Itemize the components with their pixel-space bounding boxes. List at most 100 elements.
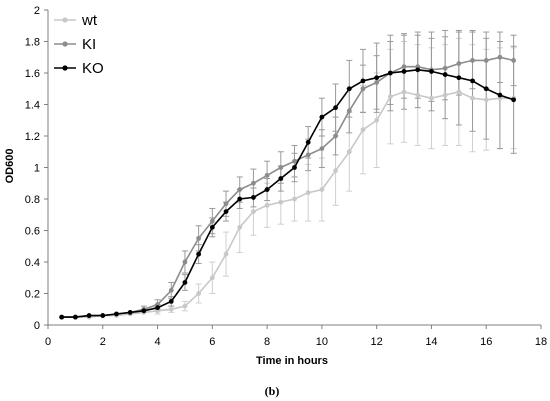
x-tick-label: 8: [264, 336, 270, 348]
series-lines: [59, 54, 517, 320]
data-point-ko: [333, 105, 338, 111]
data-point-wt: [278, 199, 284, 205]
data-point-ko: [264, 187, 270, 192]
data-point-ki: [292, 158, 297, 164]
y-tick-label: 1.4: [25, 100, 40, 112]
data-point-ki: [182, 259, 188, 265]
data-point-wt: [346, 149, 352, 155]
y-tick-label: 2: [34, 5, 40, 17]
data-point-ko: [114, 311, 119, 317]
axes: 0 0.2 0.4 0.6 0.8 1 1.2 1.4 1.6 1.8 2 0 2 4 6 8 10 12 14 16…: [25, 5, 547, 348]
error-bars: [140, 29, 517, 315]
y-tick-label: 0.4: [25, 257, 40, 269]
data-point-wt: [319, 187, 325, 192]
data-point-ko: [182, 280, 188, 285]
data-point-ki: [305, 152, 311, 158]
y-axis-title: OD600: [4, 149, 16, 184]
figure-caption: (b): [265, 384, 280, 398]
data-point-wt: [196, 291, 202, 296]
y-tick-label: 1: [34, 163, 40, 175]
data-point-ki: [497, 54, 503, 60]
data-point-ko: [127, 310, 133, 315]
data-point-ki: [483, 58, 489, 63]
data-point-ki: [442, 65, 448, 71]
x-tick-label: 10: [316, 336, 328, 348]
data-point-wt: [333, 168, 338, 174]
data-point-wt: [182, 303, 188, 309]
x-tick-label: 2: [100, 336, 106, 348]
legend-label-ki: KI: [82, 36, 96, 53]
y-tick-label: 0.2: [25, 289, 40, 301]
data-point-wt: [264, 202, 270, 208]
x-tick-label: 16: [480, 336, 492, 348]
data-point-ko: [86, 313, 92, 318]
data-point-wt: [387, 94, 393, 100]
data-point-ki: [237, 187, 243, 192]
data-point-ki: [209, 218, 215, 224]
data-point-ki: [264, 172, 270, 178]
data-point-ki: [470, 58, 475, 63]
data-point-wt: [251, 209, 256, 215]
data-point-ko: [360, 78, 366, 84]
data-point-wt: [223, 251, 229, 257]
data-point-wt: [415, 92, 421, 98]
legend-marker-wt: [62, 17, 68, 23]
data-point-ki: [360, 86, 366, 92]
data-point-wt: [292, 196, 297, 202]
data-point-wt: [442, 92, 448, 98]
y-tick-label: 0.6: [25, 226, 40, 238]
legend: wt KI KO: [54, 12, 104, 77]
data-point-ko: [497, 92, 503, 98]
y-tick-label: 0: [34, 320, 40, 332]
data-point-ko: [59, 314, 65, 320]
data-point-wt: [209, 275, 215, 281]
data-point-ki: [346, 108, 352, 114]
data-point-ko: [292, 165, 297, 170]
data-point-ki: [278, 165, 284, 170]
data-point-wt: [456, 89, 462, 95]
series-line-ko: [61, 68, 514, 318]
x-axis-title: Time in hours: [256, 355, 328, 367]
data-point-wt: [237, 224, 243, 230]
data-point-ki: [456, 61, 462, 66]
data-point-ko: [223, 209, 229, 215]
data-point-ko: [442, 72, 448, 77]
x-tick-label: 14: [425, 336, 437, 348]
data-point-wt: [374, 117, 380, 123]
data-point-ko: [374, 75, 380, 81]
data-point-ko: [305, 139, 311, 145]
data-point-wt: [305, 190, 311, 196]
data-point-wt: [168, 306, 174, 312]
data-point-ko: [237, 196, 243, 202]
data-point-ko: [155, 305, 160, 311]
x-tick-label: 4: [154, 336, 160, 348]
data-point-ki: [223, 201, 229, 207]
data-point-ko: [319, 114, 325, 120]
legend-marker-ki: [62, 41, 68, 47]
data-point-ko: [141, 308, 147, 314]
y-tick-label: 1.8: [25, 37, 40, 49]
y-tick-label: 1.6: [25, 68, 40, 80]
data-point-ko: [72, 314, 78, 320]
data-point-wt: [483, 97, 489, 103]
data-point-wt: [429, 95, 434, 101]
data-point-ko: [346, 86, 352, 92]
x-tick-label: 12: [371, 336, 383, 348]
data-point-ki: [511, 58, 517, 63]
data-point-ki: [374, 80, 380, 85]
data-point-ko: [251, 195, 256, 200]
data-point-ko: [429, 69, 434, 74]
data-point-wt: [401, 89, 407, 95]
data-point-ki: [319, 146, 325, 152]
legend-marker-ko: [62, 65, 68, 71]
series-line-wt: [61, 91, 514, 318]
data-point-wt: [360, 127, 366, 133]
data-point-ki: [251, 180, 256, 186]
data-point-ko: [511, 97, 517, 103]
data-point-ko: [415, 67, 421, 73]
data-point-wt: [470, 95, 475, 101]
x-tick-label: 18: [535, 336, 547, 348]
data-point-ko: [387, 70, 393, 76]
data-point-ko: [470, 78, 475, 84]
